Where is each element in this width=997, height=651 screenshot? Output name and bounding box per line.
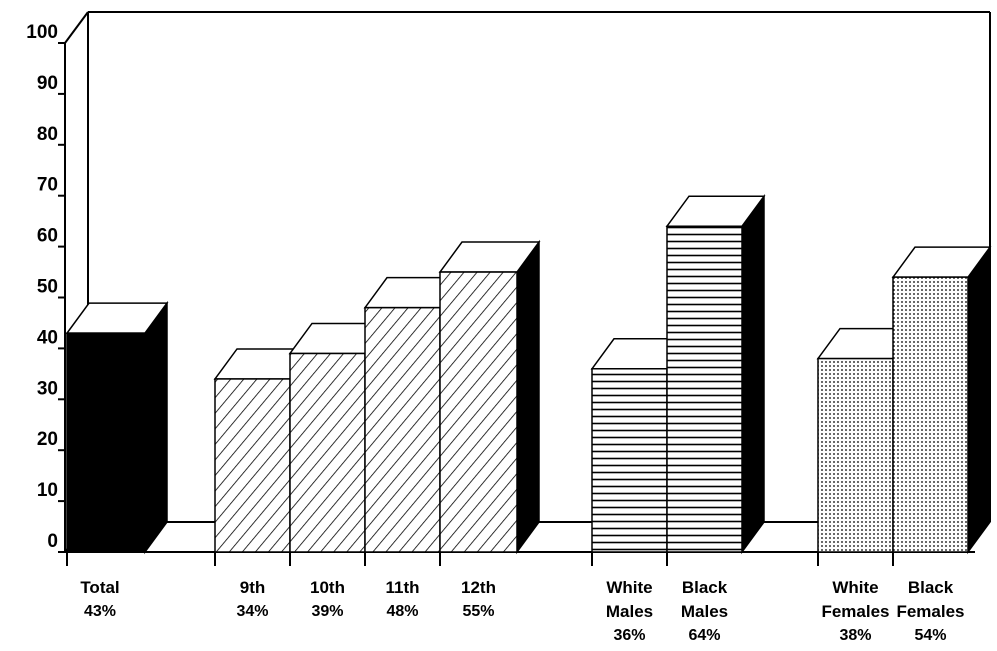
bar	[666, 225, 743, 553]
category-label: 12th 55%	[434, 576, 524, 624]
bar	[289, 352, 366, 553]
value-label: 39%	[311, 603, 344, 620]
category-label: 11th 48%	[358, 576, 448, 624]
bar	[364, 306, 441, 553]
bar-side	[967, 244, 991, 555]
y-tick-label: 70	[37, 175, 58, 196]
y-tick-label: 30	[37, 378, 58, 399]
bar	[892, 276, 969, 553]
value-label: 36%	[613, 627, 646, 644]
value-label: 43%	[83, 603, 117, 620]
x-tick-label: White Females	[821, 578, 890, 621]
value-label: 64%	[688, 627, 721, 644]
x-tick-label: 11th	[385, 578, 420, 597]
y-tick-label: 20	[37, 429, 58, 450]
y-tick-label: 0	[47, 531, 58, 552]
value-label: 34%	[236, 603, 269, 620]
category-label: Black Females 54%	[886, 576, 976, 648]
category-label: Total 43%	[55, 576, 145, 624]
x-tick-label: Black Females	[896, 578, 965, 621]
bar-side	[144, 300, 168, 555]
category-label: 10th 39%	[283, 576, 373, 624]
value-label: 55%	[462, 603, 495, 620]
y-tick-label: 10	[37, 480, 58, 501]
y-tick-label: 50	[37, 277, 58, 298]
x-tick-label: White Males	[605, 578, 654, 621]
x-tick-label: 12th	[461, 578, 496, 597]
bar-side	[516, 239, 540, 555]
bar-side	[741, 193, 765, 555]
bar	[439, 271, 518, 553]
value-label: 48%	[386, 603, 419, 620]
x-tick-label: 10th	[310, 578, 345, 597]
x-tick-label: Black Males	[680, 578, 729, 621]
y-tick-label: 80	[37, 124, 58, 145]
bar	[817, 357, 894, 553]
category-label: White Females 38%	[811, 576, 901, 648]
bar	[66, 332, 146, 553]
x-tick-label: 9th	[239, 578, 266, 597]
category-label: White Males 36%	[585, 576, 675, 648]
bar	[214, 378, 291, 553]
category-label: 9th 34%	[208, 576, 298, 624]
y-tick-label: 100	[26, 22, 58, 43]
y-tick-label: 60	[37, 226, 58, 247]
value-label: 54%	[914, 627, 947, 644]
y-tick-label: 90	[37, 73, 58, 94]
y-tick-label: 40	[37, 327, 58, 348]
value-label: 38%	[839, 627, 872, 644]
bar	[591, 368, 668, 553]
x-tick-label: Total	[80, 578, 120, 597]
category-label: Black Males 64%	[660, 576, 750, 648]
